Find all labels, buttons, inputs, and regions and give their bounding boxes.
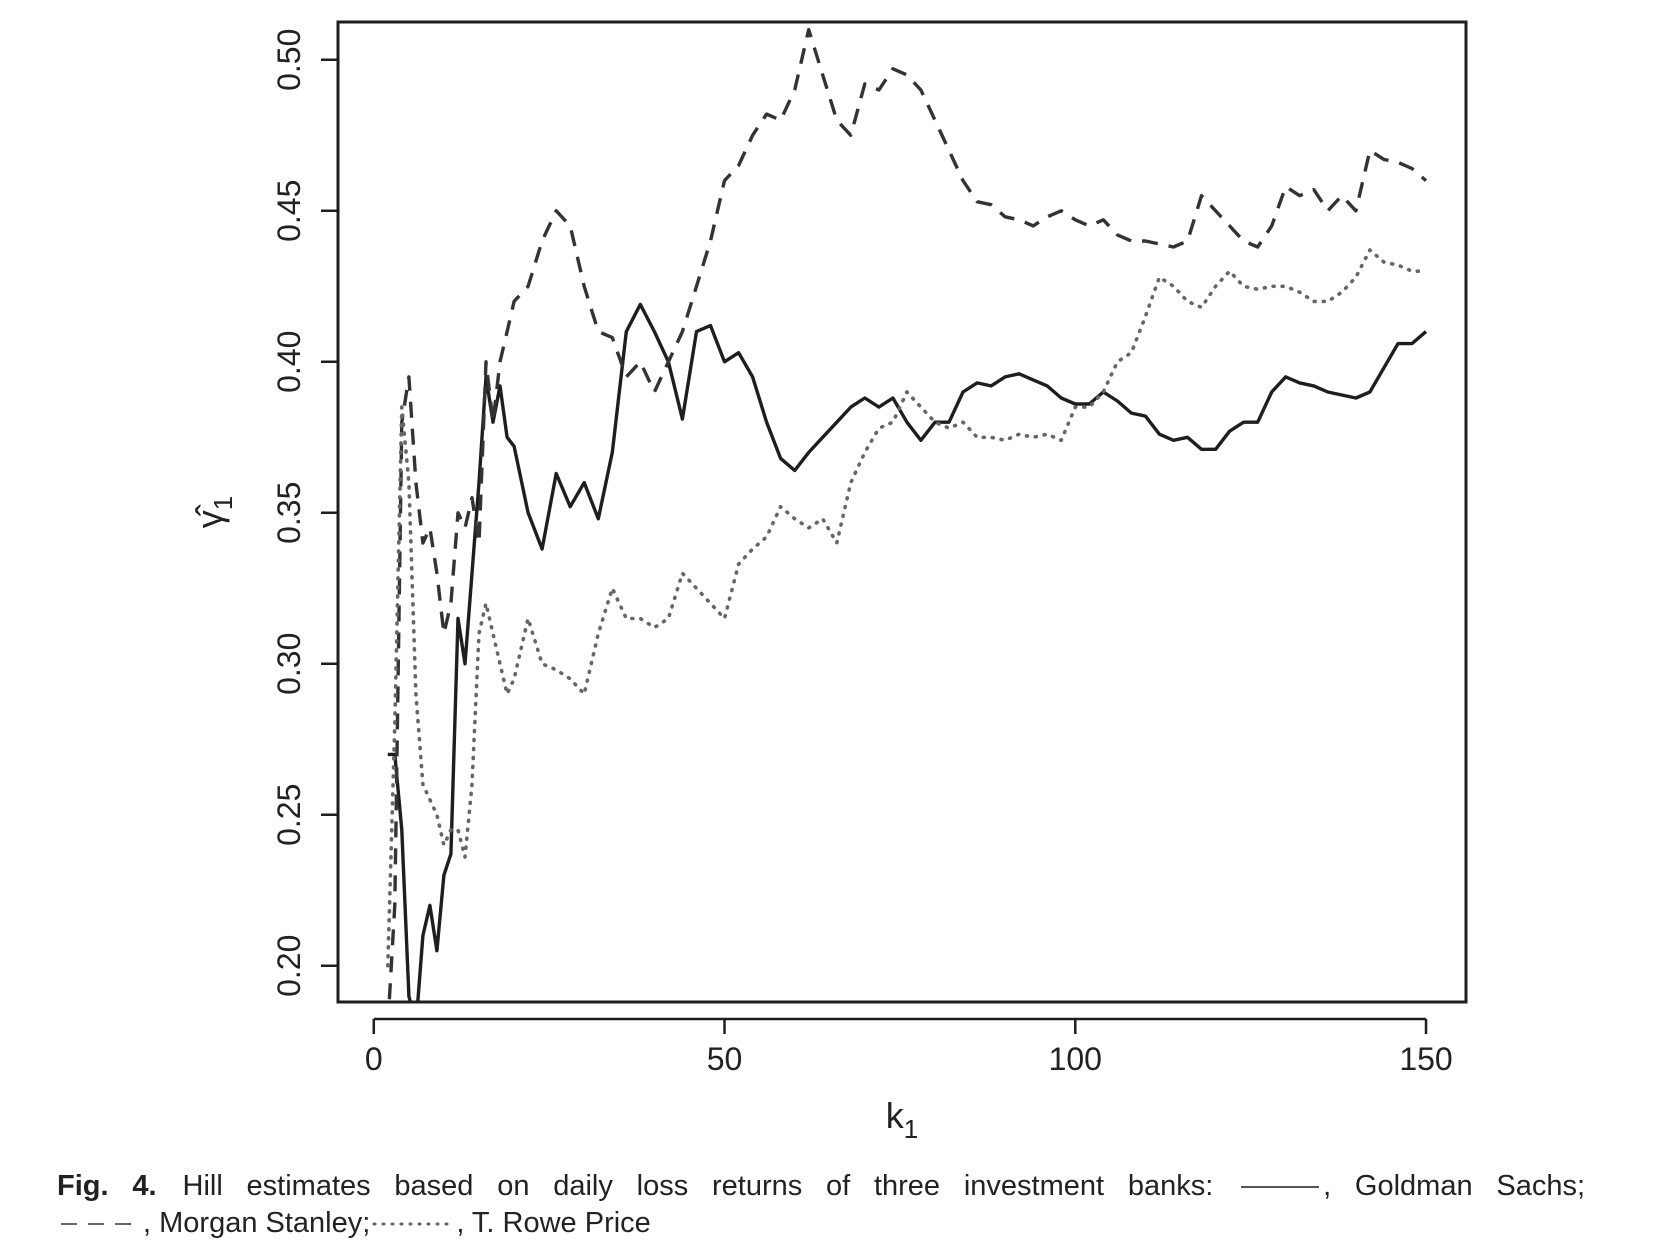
- y-tick-label: 0.20: [271, 935, 307, 997]
- legend-label: Morgan Stanley: [159, 1207, 363, 1239]
- caption-terminator: ;: [362, 1207, 371, 1239]
- x-tick-label: 150: [1399, 1041, 1452, 1077]
- legend-label: Goldman Sachs: [1354, 1170, 1577, 1202]
- legend-swatch: [61, 1223, 139, 1226]
- series-line: [386, 248, 1428, 968]
- caption-line: Fig. 4. Hill estimates based on daily los…: [57, 1168, 1585, 1205]
- caption-label: Fig. 4.: [57, 1170, 157, 1202]
- caption-text: Hill estimates based on daily loss retur…: [182, 1170, 1214, 1202]
- chart: k1 γ̂1 0 50 100 1500.200.250.300.350.400.45…: [189, 20, 1468, 1144]
- y-axis-label: γ̂1: [189, 496, 238, 528]
- x-tick-label: 100: [1049, 1041, 1102, 1077]
- y-tick-label: 0.50: [271, 29, 307, 91]
- legend-entry: , T. Rowe Price: [370, 1207, 651, 1239]
- series-line: [387, 27, 1428, 1002]
- caption: Fig. 4. Hill estimates based on daily los…: [57, 1168, 1585, 1242]
- y-tick-label: 0.40: [271, 331, 307, 393]
- caption-terminator: ;: [1576, 1170, 1586, 1202]
- x-tick-label: 0: [365, 1041, 383, 1077]
- y-label-sub: 1: [208, 496, 238, 510]
- caption-separator: ,: [456, 1207, 465, 1239]
- plot-lines: [386, 27, 1428, 1002]
- legend-entry: , Morgan Stanley;: [57, 1207, 370, 1239]
- plot-frame: [336, 20, 1468, 1004]
- legend-label: T. Rowe Price: [471, 1207, 651, 1239]
- caption-separator: ,: [1323, 1170, 1332, 1202]
- y-tick-label: 0.45: [271, 180, 307, 242]
- x-label-main: k: [886, 1095, 905, 1136]
- legend-entry: , Goldman Sachs;: [1237, 1170, 1585, 1202]
- legend-swatch: [372, 1222, 454, 1226]
- x-tick-label: 50: [707, 1041, 743, 1077]
- y-tick-label: 0.30: [271, 633, 307, 695]
- x-axis-label: k1: [886, 1095, 918, 1144]
- y-tick-label: 0.35: [271, 482, 307, 544]
- y-tick-label: 0.25: [271, 784, 307, 846]
- x-label-sub: 1: [904, 1114, 918, 1144]
- caption-line: , Morgan Stanley;, T. Rowe Price: [57, 1205, 1585, 1242]
- legend-swatch: [1241, 1186, 1320, 1189]
- caption-separator: ,: [143, 1207, 152, 1239]
